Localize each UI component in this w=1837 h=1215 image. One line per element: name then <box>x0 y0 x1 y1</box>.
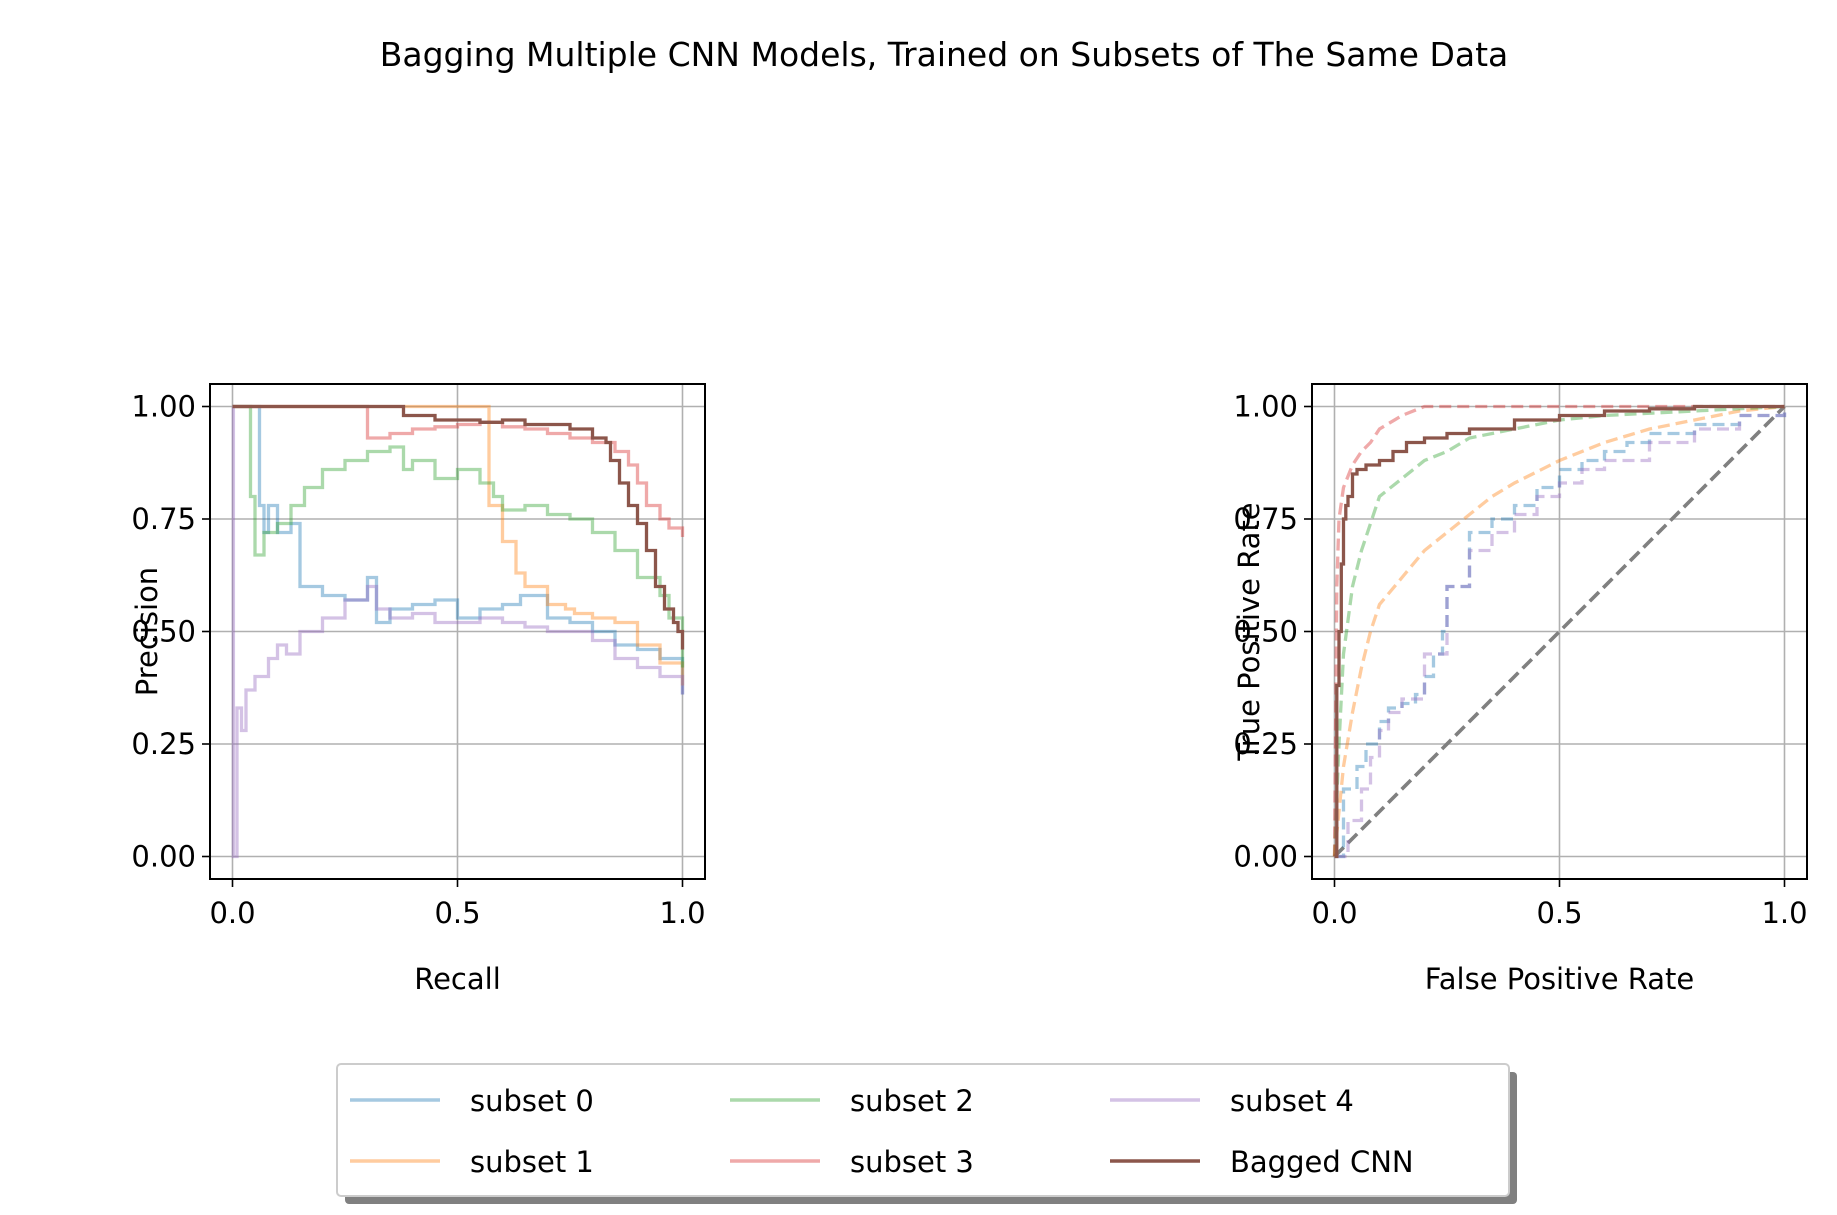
y-axis-label: True Positive Rate <box>1232 502 1266 761</box>
legend-label: subset 0 <box>470 1084 594 1118</box>
series-line-subset-4 <box>1334 406 1787 859</box>
figure-title: Bagging Multiple CNN Models, Trained on … <box>380 35 1509 74</box>
x-tick-label: 0.0 <box>1311 896 1357 930</box>
grid <box>1312 384 1807 879</box>
series-line-subset-3 <box>1332 404 1785 857</box>
y-tick-label: 0.25 <box>1233 727 1298 761</box>
legend-label: subset 2 <box>850 1084 974 1118</box>
legend-label: subset 4 <box>1230 1084 1354 1118</box>
series-line-subset-2 <box>232 404 685 668</box>
legend-label: subset 3 <box>850 1145 974 1179</box>
x-tick-label: 0.5 <box>1536 896 1582 930</box>
y-tick-label: 0.50 <box>1233 615 1298 649</box>
series-line-subset-3 <box>232 404 685 537</box>
y-tick-label: 0.75 <box>131 502 196 536</box>
series-line-subset-4 <box>231 404 685 859</box>
legend-label: subset 1 <box>470 1145 594 1179</box>
series-line-bagged-cnn <box>232 404 685 650</box>
y-tick-label: 0.50 <box>131 615 196 649</box>
y-tick-label: 1.00 <box>1233 390 1298 424</box>
chance-diagonal-line <box>1333 405 1786 858</box>
y-tick-label: 0.75 <box>1233 502 1298 536</box>
grid <box>210 384 705 879</box>
x-tick-label: 0.0 <box>209 896 255 930</box>
y-axis-label: Precision <box>130 567 164 696</box>
y-tick-label: 0.25 <box>131 727 196 761</box>
series-line-subset-0 <box>232 404 685 695</box>
series-line-subset-2 <box>1332 404 1785 857</box>
series-line-subset-0 <box>1334 406 1787 859</box>
x-axis-label: False Positive Rate <box>1425 962 1695 996</box>
y-tick-label: 0.00 <box>131 840 196 874</box>
legend-label: Bagged CNN <box>1230 1145 1414 1179</box>
legend-box <box>336 1063 1510 1197</box>
roc-chart: 0.0 0.5 1.0 0.00 0.25 0.50 0.75 1.00 False Posit… <box>1232 383 1808 996</box>
plot-area <box>1332 404 1787 859</box>
series-line-subset-1 <box>1332 404 1785 857</box>
x-tick-label: 0.5 <box>434 896 480 930</box>
x-tick-label: 1.0 <box>659 896 705 930</box>
y-tick-label: 0.00 <box>1233 840 1298 874</box>
series-line-bagged-cnn <box>1334 404 1785 859</box>
x-axis-label: Recall <box>414 962 501 996</box>
plot-area <box>231 404 685 859</box>
precision-recall-chart: 0.0 0.5 1.0 0.00 0.25 0.50 0.75 1.00 Recall Preci… <box>130 383 706 996</box>
x-tick-label: 1.0 <box>1761 896 1807 930</box>
series-line-subset-1 <box>232 404 685 686</box>
legend: subset 0 subset 1 subset 2 subset 3 subset 4… <box>336 1063 1517 1204</box>
y-tick-label: 1.00 <box>131 390 196 424</box>
